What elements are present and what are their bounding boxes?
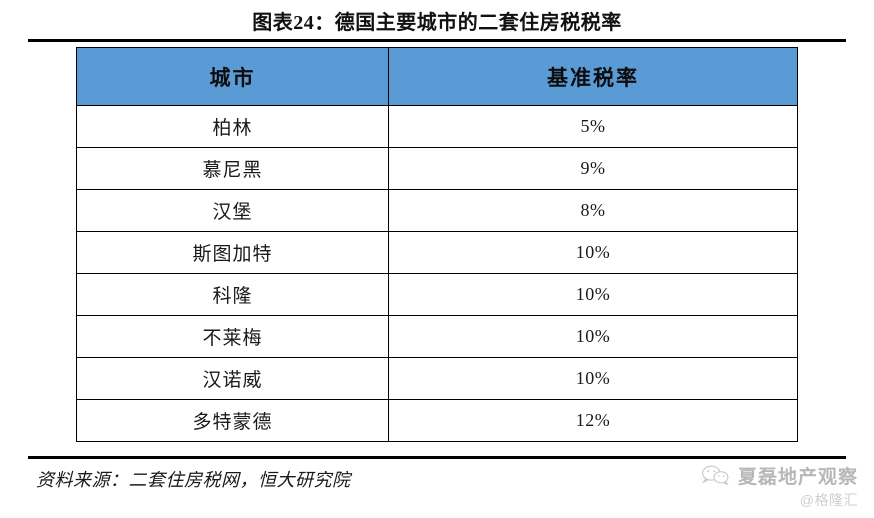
- table-row: 斯图加特 10%: [76, 231, 798, 274]
- column-header-city: 城市: [76, 47, 389, 106]
- watermark-row: 夏磊地产观察: [628, 462, 858, 488]
- tax-table-wrapper: 城市 基准税率 柏林 5% 慕尼黑 9% 汉堡 8% 斯图加特: [76, 47, 798, 442]
- watermark-account-name: 夏磊地产观察: [737, 466, 858, 488]
- cell-city: 汉堡: [76, 189, 389, 232]
- cell-city: 慕尼黑: [76, 147, 389, 190]
- watermark-handle: @格隆汇: [799, 492, 858, 508]
- table-header-row: 城市 基准税率: [76, 47, 798, 106]
- table-row: 不莱梅 10%: [76, 315, 798, 358]
- cell-rate: 10%: [388, 315, 798, 358]
- cell-city: 汉诺威: [76, 357, 389, 400]
- cell-rate: 10%: [388, 273, 798, 316]
- watermark: 夏磊地产观察 @格隆汇: [628, 462, 858, 510]
- source-note: 资料来源：二套住房税网，恒大研究院: [36, 470, 351, 490]
- table-row: 汉堡 8%: [76, 189, 798, 232]
- cell-city: 多特蒙德: [76, 399, 389, 442]
- cell-rate: 9%: [388, 147, 798, 190]
- table-row: 慕尼黑 9%: [76, 147, 798, 190]
- cell-city: 斯图加特: [76, 231, 389, 274]
- top-divider-rule: [28, 39, 846, 42]
- cell-city: 柏林: [76, 105, 389, 148]
- bottom-divider-rule: [28, 456, 846, 459]
- figure-title: 图表24：德国主要城市的二套住房税税率: [252, 12, 622, 34]
- cell-city: 科隆: [76, 273, 389, 316]
- tax-rate-table: 城市 基准税率 柏林 5% 慕尼黑 9% 汉堡 8% 斯图加特: [76, 47, 798, 442]
- cell-rate: 8%: [388, 189, 798, 232]
- wechat-icon: [700, 464, 730, 486]
- table-row: 汉诺威 10%: [76, 357, 798, 400]
- table-body: 柏林 5% 慕尼黑 9% 汉堡 8% 斯图加特 10% 科隆 10%: [76, 105, 798, 442]
- table-row: 柏林 5%: [76, 105, 798, 148]
- table-row: 科隆 10%: [76, 273, 798, 316]
- cell-city: 不莱梅: [76, 315, 389, 358]
- cell-rate: 5%: [388, 105, 798, 148]
- column-header-rate: 基准税率: [388, 47, 798, 106]
- table-row: 多特蒙德 12%: [76, 399, 798, 442]
- cell-rate: 10%: [388, 231, 798, 274]
- cell-rate: 12%: [388, 399, 798, 442]
- cell-rate: 10%: [388, 357, 798, 400]
- table-header: 城市 基准税率: [76, 47, 798, 106]
